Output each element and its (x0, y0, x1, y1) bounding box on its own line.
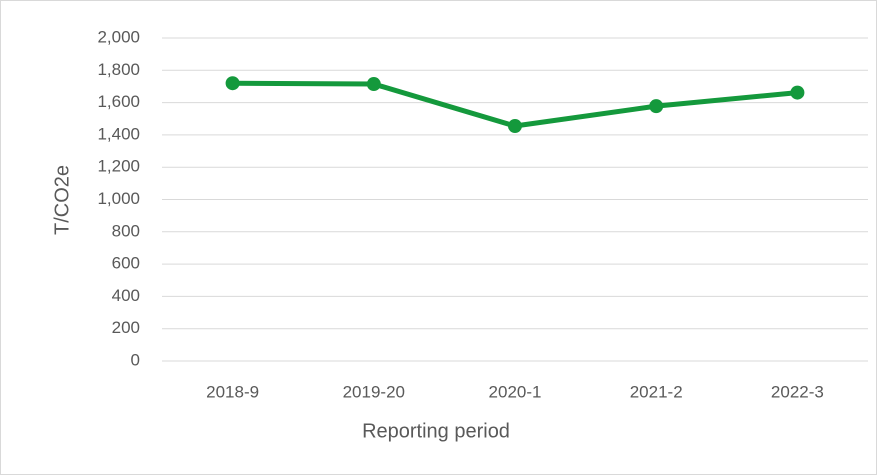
x-tick-label: 2018-9 (206, 382, 259, 401)
y-tick-label: 1,800 (97, 60, 140, 79)
y-tick-label: 0 (131, 350, 140, 369)
y-tick-label: 1,200 (97, 157, 140, 176)
data-point (225, 76, 240, 91)
data-point (649, 99, 664, 114)
data-point (790, 85, 805, 100)
y-tick-label: 200 (112, 318, 140, 337)
x-axis-label: Reporting period (362, 420, 510, 442)
x-tick-label: 2022-3 (771, 382, 824, 401)
y-tick-label: 600 (112, 254, 140, 273)
y-axis-label: T/CO2e (51, 165, 73, 235)
x-tick-label: 2021-2 (630, 382, 683, 401)
y-tick-label: 2,000 (97, 27, 140, 46)
y-tick-label: 1,400 (97, 124, 140, 143)
x-tick-label: 2019-20 (343, 382, 405, 401)
y-tick-label: 400 (112, 286, 140, 305)
y-tick-label: 800 (112, 221, 140, 240)
y-tick-label: 1,600 (97, 92, 140, 111)
y-tick-label: 1,000 (97, 189, 140, 208)
x-tick-label: 2020-1 (489, 382, 542, 401)
data-point (508, 119, 522, 134)
data-point (366, 77, 381, 92)
